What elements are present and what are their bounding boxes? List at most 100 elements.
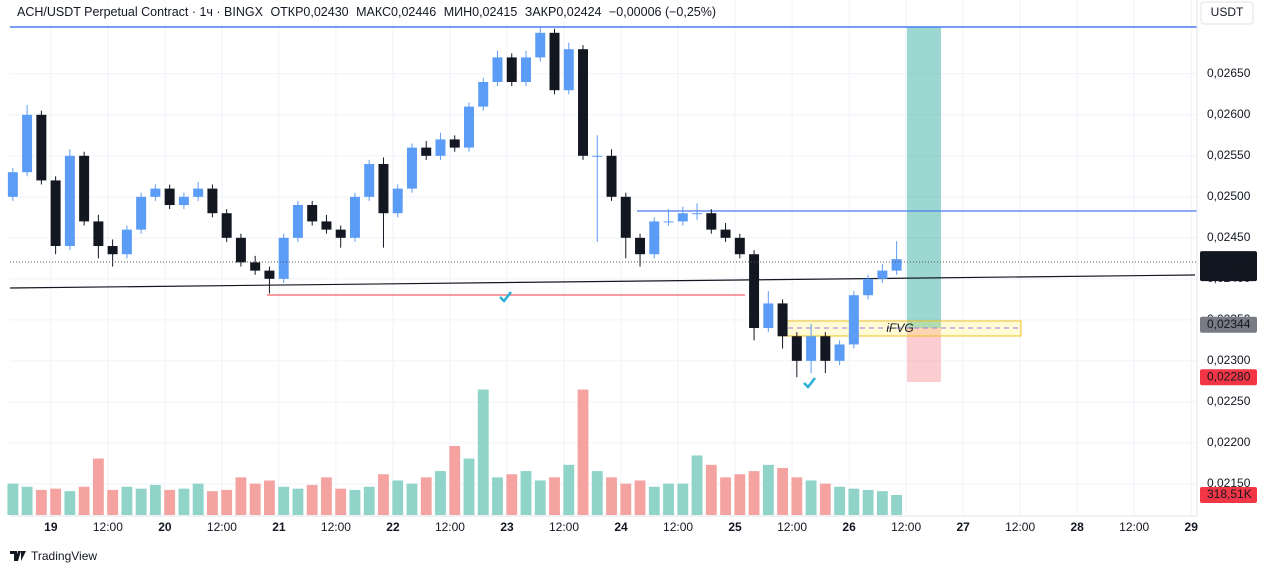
volume-bar xyxy=(35,489,47,515)
volume-pane xyxy=(7,389,903,515)
candle-body xyxy=(349,196,360,238)
candle-body xyxy=(235,237,246,263)
volume-bar xyxy=(606,477,617,515)
volume-bar xyxy=(278,486,290,515)
candle-body xyxy=(791,336,802,361)
volume-bar xyxy=(862,489,874,515)
legend: ACH/USDT Perpetual Contract · 1ч · BINGX… xyxy=(17,5,716,19)
candle-body xyxy=(64,155,75,247)
volume-bar xyxy=(264,480,275,515)
candle-body xyxy=(421,147,432,156)
volume-bar xyxy=(107,489,119,515)
candle-body xyxy=(563,49,574,91)
candle-body xyxy=(606,155,617,197)
price-badge xyxy=(1200,251,1257,282)
volume-bar xyxy=(449,446,461,515)
candle-body xyxy=(692,213,703,215)
candle-body xyxy=(7,172,18,197)
volume-bar xyxy=(178,488,190,515)
candle-body xyxy=(734,237,745,255)
x-tick-label: 28 xyxy=(1070,520,1084,534)
candle-body xyxy=(164,188,175,206)
candle-body xyxy=(378,164,389,214)
candle-body xyxy=(635,237,646,255)
x-tick-label: 19 xyxy=(44,520,58,534)
y-tick-label: 0,02250 xyxy=(1207,394,1251,408)
volume-bar xyxy=(805,480,817,515)
candle-body xyxy=(36,114,47,181)
volume-bar xyxy=(378,474,389,515)
x-tick-label: 29 xyxy=(1185,520,1199,534)
volume-bar xyxy=(634,480,646,515)
volume-bar xyxy=(363,486,375,515)
candle-body xyxy=(592,155,603,157)
ohlc-value: 0,02424 xyxy=(556,5,601,19)
volume-bar xyxy=(64,491,76,515)
volume-bar xyxy=(420,477,432,515)
candle-body xyxy=(392,188,403,214)
currency-button[interactable] xyxy=(1200,1,1254,25)
ohlc-label: ЗАКР xyxy=(525,5,557,19)
candles xyxy=(7,27,902,378)
trend-line xyxy=(9,274,1196,289)
y-tick-label: 0,02150 xyxy=(1207,476,1251,490)
time-axis xyxy=(0,516,1280,540)
volume-bar xyxy=(891,495,903,515)
volume-bar xyxy=(306,484,318,515)
zone-label: iFVG xyxy=(886,321,913,335)
ohlc-value: 0,02430 xyxy=(303,5,348,19)
candle-body xyxy=(264,270,275,279)
candle-body xyxy=(777,303,788,337)
volume-bar xyxy=(620,483,632,515)
long-stop-zone xyxy=(907,328,941,382)
volume-bar xyxy=(78,486,90,515)
candle-body xyxy=(292,205,303,238)
x-tick-label: 25 xyxy=(728,520,742,534)
volume-bar xyxy=(463,458,475,515)
change: −0,00006 (−0,25%) xyxy=(609,5,716,19)
candle-body xyxy=(307,205,318,222)
x-tick-label: 12:00 xyxy=(549,520,579,534)
candle-body xyxy=(763,303,774,329)
price-countdown: 16:10 xyxy=(1207,265,1237,279)
candle-body xyxy=(136,196,147,230)
currency[interactable]: USDT xyxy=(1211,5,1244,19)
candle-body xyxy=(506,57,517,83)
x-tick-label: 23 xyxy=(500,520,514,534)
logo xyxy=(10,551,26,561)
volume-bar xyxy=(321,477,332,515)
candle-body xyxy=(891,259,902,271)
volume-bar xyxy=(791,477,803,515)
volume-bar xyxy=(648,486,660,515)
volume-bar xyxy=(777,467,788,515)
x-tick-label: 26 xyxy=(842,520,856,534)
candle-body xyxy=(335,229,346,238)
volume-bar xyxy=(534,480,546,515)
candle-body xyxy=(463,106,474,148)
candle-body xyxy=(221,213,232,238)
candle-body xyxy=(720,229,731,238)
candle-body xyxy=(193,188,204,197)
volume-bar xyxy=(819,483,831,515)
volume-bar xyxy=(164,489,176,515)
candle-body xyxy=(150,188,161,197)
candle-body xyxy=(50,180,61,247)
x-tick-label: 12:00 xyxy=(435,520,465,534)
candle-body xyxy=(321,221,332,230)
brand: TradingView xyxy=(31,549,97,563)
volume-bar xyxy=(663,483,674,515)
candle-body xyxy=(806,336,817,361)
candle-body xyxy=(877,270,888,279)
grid xyxy=(10,0,1197,515)
volume-bar xyxy=(591,471,603,515)
volume-bar xyxy=(235,477,247,515)
volume-bar xyxy=(121,486,133,515)
candle-body xyxy=(492,57,503,83)
y-tick-label: 0,02500 xyxy=(1207,189,1251,203)
ohlc-value: 0,02415 xyxy=(472,5,517,19)
ohlc-label: ОТКР xyxy=(270,5,303,19)
volume-badge-label: 318,51K xyxy=(1207,487,1252,501)
ohlc-value: 0,02446 xyxy=(391,5,436,19)
axes: 0,021500,022000,022500,023000,023500,024… xyxy=(44,66,1257,534)
